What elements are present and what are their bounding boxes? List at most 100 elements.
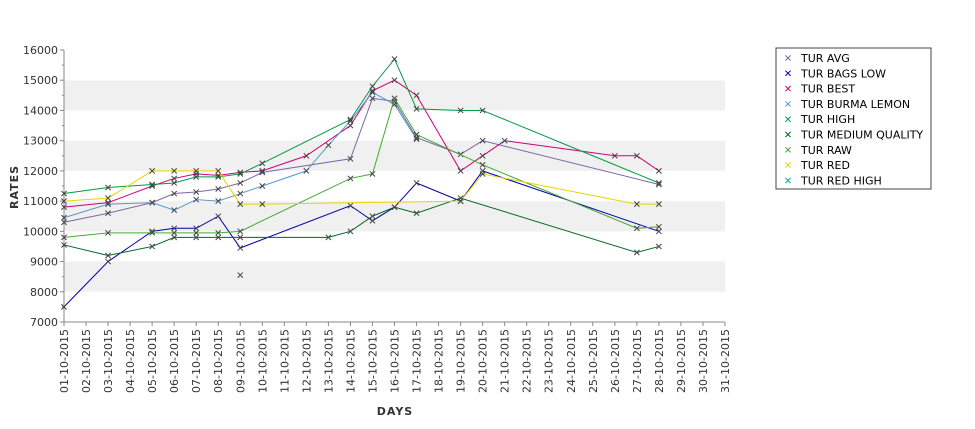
y-tick-label: 7000 [30, 316, 58, 329]
y-tick-label: 16000 [23, 44, 58, 57]
x-tick-label: 20-10-2015 [477, 329, 490, 393]
marker-stroke [633, 225, 640, 232]
series-tur-bags-low [61, 167, 662, 310]
grid-band-2 [64, 231, 725, 262]
marker-stroke [347, 228, 354, 235]
marker-stroke [303, 152, 310, 159]
data-point [325, 142, 332, 149]
marker-stroke [171, 207, 178, 214]
x-axis-title: DAYS [377, 405, 413, 418]
marker-stroke [237, 201, 244, 208]
marker-stroke [369, 89, 376, 96]
data-point [149, 181, 156, 188]
data-point [501, 137, 508, 144]
data-point [259, 183, 266, 189]
data-point [347, 155, 354, 162]
data-point [347, 228, 354, 235]
marker-stroke [457, 198, 464, 205]
marker-stroke [391, 95, 398, 102]
data-point [149, 199, 156, 206]
data-point [391, 56, 398, 63]
marker-stroke [237, 245, 244, 251]
marker-stroke [479, 107, 486, 114]
data-point [105, 201, 112, 208]
marker-stroke [171, 175, 178, 182]
marker-stroke [347, 175, 354, 182]
data-point [105, 229, 112, 236]
marker-stroke [501, 137, 508, 144]
data-point [149, 243, 156, 250]
marker-stroke [105, 201, 112, 208]
data-point [325, 234, 332, 241]
marker-stroke [391, 101, 398, 108]
x-tick-label: 26-10-2015 [609, 329, 622, 393]
legend-item: TUR RAW [785, 144, 852, 157]
grid-band-6 [64, 110, 725, 141]
data-point [457, 167, 464, 174]
series-tur-raw [61, 95, 662, 241]
x-tick-label: 22-10-2015 [521, 329, 534, 393]
data-point [171, 234, 178, 241]
data-point [193, 167, 200, 174]
legend-marker [785, 177, 791, 184]
marker-stroke [171, 180, 178, 186]
x-tick-label: 18-10-2015 [433, 329, 446, 393]
marker-stroke [193, 189, 200, 195]
marker-stroke [259, 160, 266, 167]
marker-stroke [105, 258, 112, 265]
series-line [63, 170, 659, 205]
marker-stroke [61, 303, 67, 310]
data-point [193, 173, 200, 180]
data-point [237, 170, 244, 177]
data-point [171, 229, 178, 236]
marker-stroke [259, 167, 266, 174]
marker-stroke [413, 131, 420, 138]
data-point [479, 161, 486, 168]
data-point [655, 223, 662, 230]
data-point [61, 198, 67, 205]
marker-stroke [259, 183, 266, 189]
marker-stroke [237, 272, 244, 279]
marker-stroke [61, 241, 67, 248]
x-tick-label: 12-10-2015 [300, 329, 313, 393]
marker-stroke [149, 199, 156, 206]
legend-item: TUR AVG [785, 52, 850, 65]
legend-label: TUR BEST [800, 83, 855, 96]
legend-label: TUR AVG [800, 52, 850, 65]
marker-stroke [171, 229, 178, 236]
marker-stroke [215, 229, 222, 236]
data-point [413, 180, 420, 186]
data-point [347, 175, 354, 182]
legend-label: TUR MEDIUM QUALITY [800, 129, 923, 142]
data-point [479, 170, 486, 177]
x-tick-label: 17-10-2015 [411, 329, 424, 393]
data-point [391, 204, 398, 211]
data-point [611, 152, 618, 159]
y-axis-title: RATES [8, 165, 21, 209]
data-point [61, 204, 67, 211]
x-tick-label: 13-10-2015 [322, 329, 335, 393]
marker-stroke [215, 198, 222, 205]
marker-stroke [413, 180, 420, 186]
marker-stroke [303, 167, 310, 174]
marker-stroke [785, 55, 791, 61]
y-tick-label: 8000 [30, 286, 58, 299]
marker-stroke [237, 234, 244, 241]
marker-stroke [237, 228, 244, 235]
data-point [303, 152, 310, 159]
x-tick-label: 08-10-2015 [212, 329, 225, 393]
data-point [193, 196, 200, 203]
marker-stroke [391, 77, 398, 84]
data-point [655, 167, 662, 174]
marker-stroke [413, 105, 420, 112]
x-tick-label: 25-10-2015 [587, 329, 600, 393]
marker-stroke [633, 249, 640, 256]
data-point [479, 137, 486, 144]
marker-stroke [479, 161, 486, 168]
x-tick-label: 11-10-2015 [278, 329, 291, 393]
marker-stroke [413, 92, 420, 99]
marker-stroke [215, 213, 222, 220]
x-tick-label: 15-10-2015 [366, 329, 379, 393]
x-tick-label: 01-10-2015 [58, 329, 71, 393]
data-point [237, 190, 244, 197]
